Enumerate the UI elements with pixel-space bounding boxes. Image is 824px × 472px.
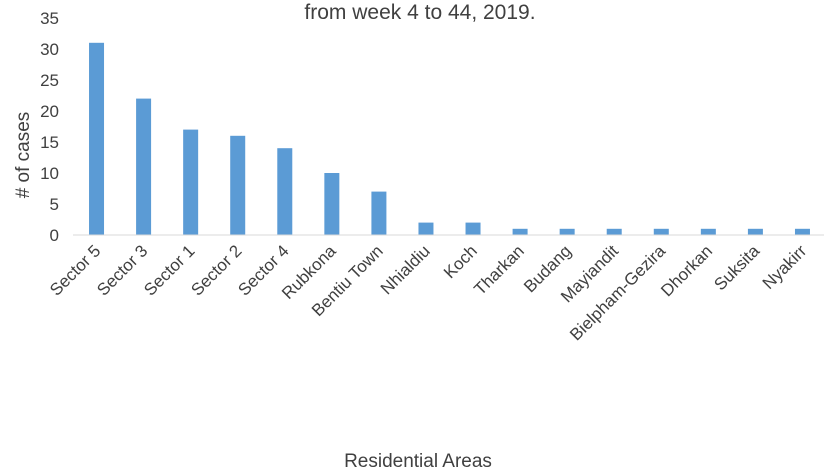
bar xyxy=(230,135,246,235)
bar xyxy=(89,42,105,235)
bars-group xyxy=(89,42,810,235)
bar xyxy=(559,228,575,235)
x-tick-label: Nhialdiu xyxy=(377,241,434,298)
bar xyxy=(700,228,716,235)
bar xyxy=(418,222,434,235)
x-tick-label: Dhorkan xyxy=(657,241,716,300)
bar xyxy=(465,222,481,235)
bar xyxy=(136,98,152,235)
y-tick-label: 35 xyxy=(40,9,59,28)
bar xyxy=(324,173,340,235)
y-axis-title: # of cases xyxy=(13,112,34,199)
bar xyxy=(653,228,669,235)
bar xyxy=(794,228,810,235)
x-tick-label: Sector 5 xyxy=(46,241,104,299)
bar xyxy=(606,228,622,235)
y-tick-label: 0 xyxy=(50,226,59,245)
y-tick-label: 25 xyxy=(40,71,59,90)
x-axis-title: Residential Areas xyxy=(344,451,492,472)
bar xyxy=(512,228,528,235)
bar xyxy=(371,191,387,235)
y-tick-label: 20 xyxy=(40,102,59,121)
x-tick-label: Sector 3 xyxy=(93,241,151,299)
bar xyxy=(747,228,763,235)
y-tick-label: 10 xyxy=(40,164,59,183)
x-tick-label: Tharkan xyxy=(470,241,528,299)
y-tick-label: 15 xyxy=(40,133,59,152)
y-axis-ticks: 0 5 10 15 20 25 30 35 xyxy=(40,9,59,245)
bar xyxy=(277,148,293,235)
x-tick-label: Sector 1 xyxy=(140,241,198,299)
bar xyxy=(183,129,199,235)
x-tick-label: Koch xyxy=(440,241,481,282)
x-tick-label: Nyakirr xyxy=(759,241,811,293)
y-tick-label: 5 xyxy=(50,195,59,214)
x-tick-label: Sector 2 xyxy=(187,241,245,299)
y-tick-label: 30 xyxy=(40,40,59,59)
x-tick-label: Suksita xyxy=(710,241,763,294)
chart-title: from week 4 to 44, 2019. xyxy=(304,1,535,24)
